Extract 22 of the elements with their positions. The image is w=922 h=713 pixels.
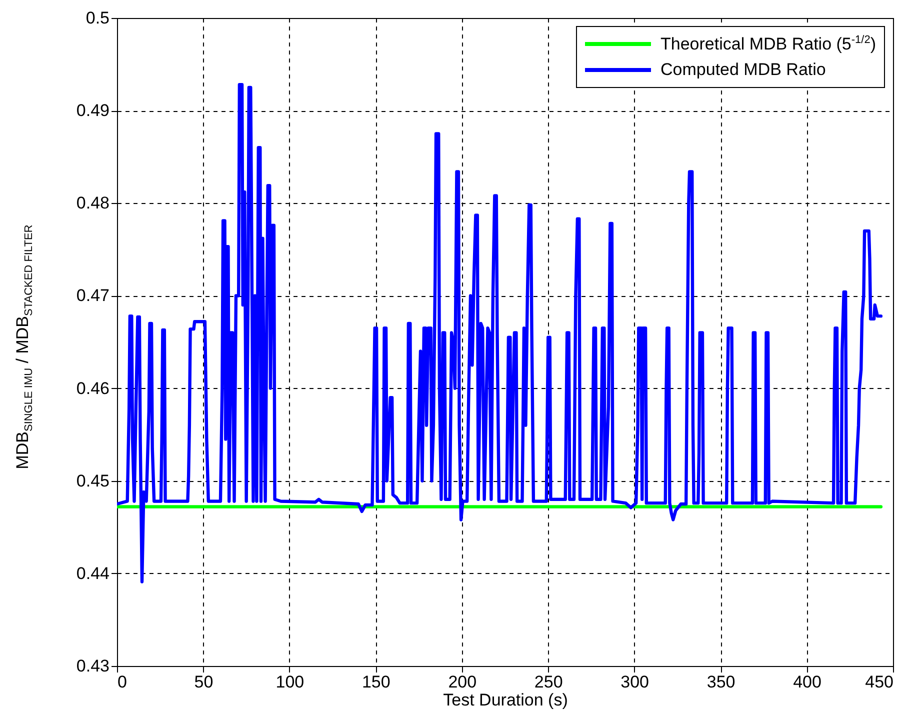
x-tick-label: 250 [534,672,563,692]
x-tick-label: 300 [620,672,650,692]
x-tick-label: 350 [706,672,736,692]
x-tick-label: 200 [448,672,477,692]
y-tick-label: 0.48 [76,194,110,213]
y-tick-label: 0.5 [86,8,110,28]
x-tick-label: 0 [118,672,127,692]
y-tick-label: 0.44 [76,564,110,583]
y-tick-label: 0.43 [76,656,110,676]
x-axis-title: Test Duration (s) [443,690,568,710]
y-tick-label: 0.47 [76,286,110,306]
legend-label: Theoretical MDB Ratio (5$^{-1/2}$) [660,34,876,54]
y-tick-label: 0.45 [76,471,110,490]
y-tick-label: 0.49 [76,101,110,120]
y-tick-label: 0.46 [76,378,110,398]
x-tick-label: 450 [865,672,894,692]
x-tick-label: 100 [276,672,304,692]
x-tick-label: 50 [194,672,214,692]
line-series [117,83,883,584]
x-tick-label: 150 [362,672,390,692]
x-tick-label: 400 [793,672,822,692]
legend-label: Computed MDB Ratio [660,60,826,80]
